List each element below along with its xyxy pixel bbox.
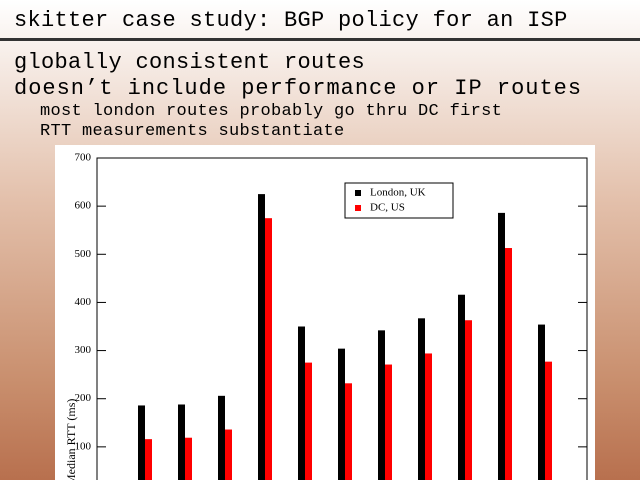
plot-frame	[96, 157, 588, 480]
bullet: globally consistent routes	[14, 50, 366, 75]
bar	[178, 404, 185, 480]
y-tick-label: 700	[75, 152, 92, 164]
sub-bullet: most london routes probably go thru DC f…	[40, 102, 503, 121]
bar	[145, 439, 152, 480]
bar	[305, 362, 312, 480]
sub-bullet: RTT measurements substantiate	[40, 122, 345, 141]
legend-label: London, UK	[370, 187, 426, 199]
chart: Median RTT (ms) 100 200 300 400 500 600 700 Lon…	[55, 145, 595, 480]
bar	[218, 395, 225, 480]
y-axis-label: Median RTT (ms)	[64, 399, 78, 480]
y-tick-label: 200	[75, 392, 92, 404]
y-tick-label: 300	[75, 344, 92, 356]
bar	[298, 326, 305, 480]
bar	[498, 212, 505, 480]
bar	[545, 361, 552, 480]
bar	[418, 318, 425, 480]
bar	[378, 330, 385, 480]
bar	[338, 348, 345, 480]
legend-swatch	[355, 190, 361, 196]
bar	[138, 405, 145, 480]
title-rule	[0, 38, 640, 41]
bar	[345, 383, 352, 480]
y-tick-label: 500	[75, 248, 92, 260]
legend-swatch	[355, 205, 361, 211]
legend-label: DC, US	[370, 202, 405, 214]
bar	[225, 429, 232, 480]
bar	[458, 294, 465, 480]
y-tick-label: 400	[75, 296, 92, 308]
bar	[465, 320, 472, 480]
bar	[425, 353, 432, 480]
bar	[505, 248, 512, 480]
bar	[265, 218, 272, 480]
slide-title: skitter case study: BGP policy for an IS…	[14, 8, 568, 33]
bar	[538, 324, 545, 480]
bar	[385, 364, 392, 480]
bullet: doesn’t include performance or IP routes	[14, 76, 583, 101]
bar	[185, 437, 192, 480]
bar	[258, 194, 265, 480]
y-tick-label: 100	[75, 440, 92, 452]
legend-box	[344, 182, 454, 219]
y-tick-label: 600	[75, 200, 92, 212]
